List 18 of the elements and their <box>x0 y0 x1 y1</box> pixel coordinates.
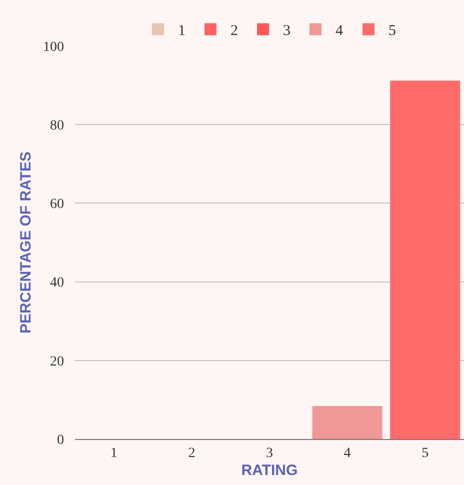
legend-label: 2 <box>230 23 238 40</box>
legend-label: 3 <box>283 23 290 40</box>
y-tick-label: 80 <box>50 118 64 134</box>
y-tick-label: 40 <box>50 276 64 291</box>
y-axis-title: PERCENTAGE OF RATES <box>17 152 34 334</box>
x-tick-label: 3 <box>266 446 273 461</box>
x-tick-label: 2 <box>188 446 196 461</box>
legend-label: 4 <box>336 23 344 40</box>
y-tick-label: 60 <box>50 197 64 212</box>
legend-label: 1 <box>178 23 186 40</box>
x-tick-label: 5 <box>422 446 429 461</box>
x-tick-label: 4 <box>344 446 351 461</box>
x-axis-title: RATING <box>241 462 298 479</box>
y-tick-label: 20 <box>50 354 64 370</box>
legend-label: 5 <box>388 23 396 40</box>
y-tick-label: 0 <box>57 432 64 448</box>
x-tick-label: 1 <box>110 446 118 461</box>
y-tick-label: 100 <box>43 40 64 55</box>
